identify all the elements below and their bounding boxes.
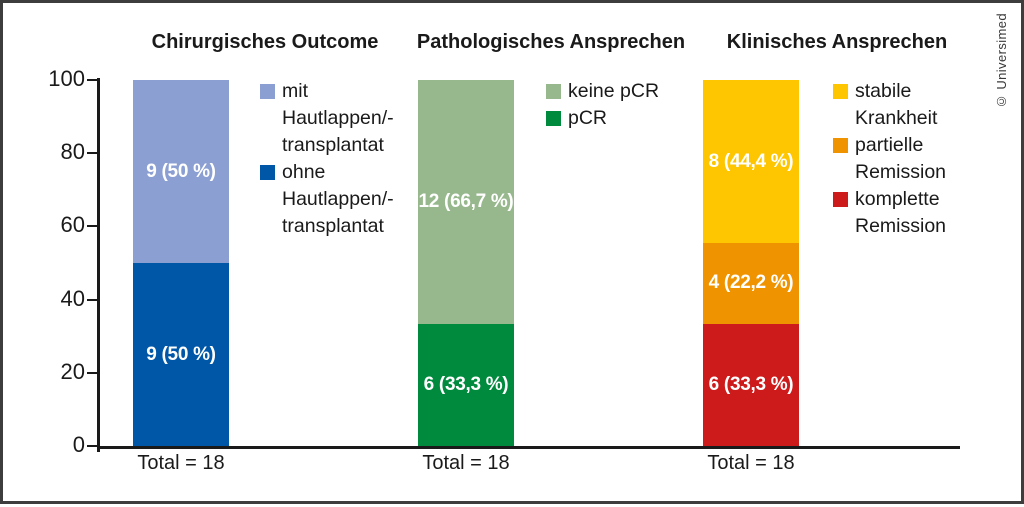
legend-entry: komplette Remission	[833, 186, 946, 240]
legend-entry: pCR	[546, 105, 659, 132]
legend-label: pCR	[568, 107, 608, 129]
legend-label: mit Hautlappen/- transplantat	[282, 80, 394, 156]
y-tick	[87, 152, 97, 155]
y-tick	[87, 79, 97, 81]
legend-swatch	[546, 84, 561, 99]
total-label: Total = 18	[137, 452, 225, 474]
y-tick	[87, 225, 97, 228]
legend-label: keine pCR	[568, 80, 660, 102]
legend: stabile Krankheit partielle Remission komp…	[833, 78, 946, 240]
legend-entry: ohne Hautlappen/- transplantat	[260, 159, 394, 240]
legend-label: partielle Remission	[855, 134, 947, 183]
y-tick-label: 80	[60, 139, 85, 165]
total-label: Total = 18	[707, 452, 795, 474]
y-tick	[87, 298, 97, 301]
group-title: Chirurgisches Outcome	[151, 31, 379, 53]
stacked-bar-chart: 0 20 40 60 80 100 Chirurgisches Outcome Total =…	[3, 3, 1024, 507]
y-tick-label: 40	[60, 285, 85, 311]
y-tick-label: 60	[60, 212, 85, 238]
legend-swatch	[833, 138, 848, 153]
bar-segment: 6 (33,3 %)	[418, 324, 514, 446]
y-tick	[87, 371, 97, 374]
bar-segment-label: 4 (22,2 %)	[708, 272, 794, 294]
group-title: Pathologisches Ansprechen	[416, 31, 686, 53]
bar-segment-label: 9 (50 %)	[146, 343, 216, 365]
x-axis	[97, 446, 960, 449]
bar-segment-label: 8 (44,4 %)	[708, 150, 794, 172]
y-tick-label: 20	[60, 358, 85, 384]
legend: keine pCR pCR	[546, 78, 659, 132]
legend-entry: partielle Remission	[833, 132, 946, 186]
y-axis	[97, 78, 100, 452]
bar-segment-label: 12 (66,7 %)	[418, 191, 514, 213]
bar-segment: 9 (50 %)	[133, 263, 229, 446]
bar-segment: 4 (22,2 %)	[703, 242, 799, 325]
legend-swatch	[833, 192, 848, 207]
copyright-label: © Universimed	[994, 13, 1009, 110]
legend-label: ohne Hautlappen/- transplantat	[282, 161, 394, 237]
legend-swatch	[833, 84, 848, 99]
bar-segment: 12 (66,7 %)	[418, 80, 514, 325]
y-tick-label: 0	[72, 432, 85, 457]
legend: mit Hautlappen/- transplantat ohne Hautla…	[260, 78, 394, 240]
legend-swatch	[546, 111, 561, 126]
legend-entry: stabile Krankheit	[833, 78, 946, 132]
total-label: Total = 18	[422, 452, 510, 474]
legend-entry: mit Hautlappen/- transplantat	[260, 78, 394, 159]
legend-label: stabile Krankheit	[855, 80, 938, 129]
legend-label: komplette Remission	[855, 188, 947, 237]
bar-segment-label: 6 (33,3 %)	[423, 374, 509, 396]
bar-segment: 8 (44,4 %)	[703, 80, 799, 243]
bar-segment-label: 6 (33,3 %)	[708, 374, 794, 396]
legend-swatch	[260, 165, 275, 180]
group-title: Klinisches Ansprechen	[726, 31, 948, 53]
legend-entry: keine pCR	[546, 78, 659, 105]
legend-swatch	[260, 84, 275, 99]
bar-segment: 6 (33,3 %)	[703, 324, 799, 446]
bar-segment: 9 (50 %)	[133, 80, 229, 263]
y-tick	[87, 445, 97, 447]
bar-segment-label: 9 (50 %)	[146, 160, 216, 182]
y-tick-label: 100	[48, 66, 85, 91]
